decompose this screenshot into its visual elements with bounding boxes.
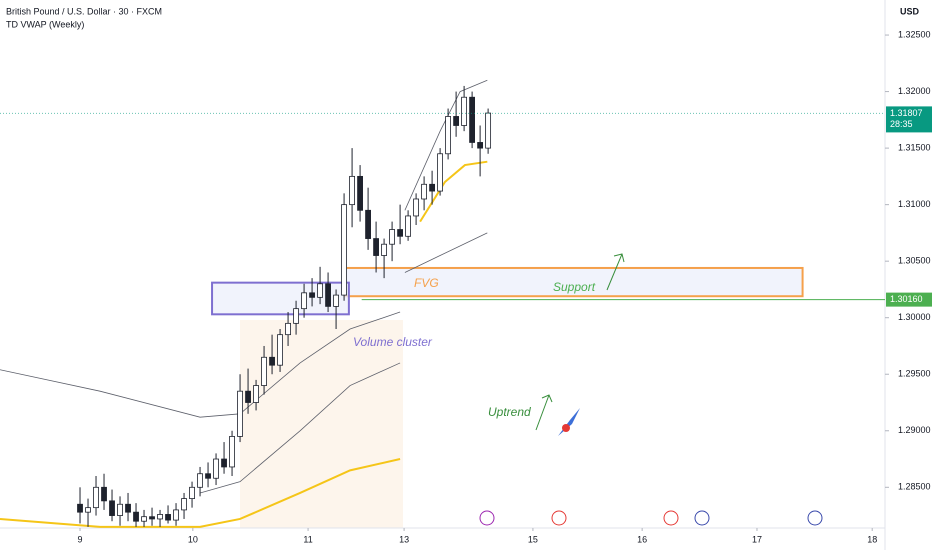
countdown-label: 28:35	[890, 119, 913, 129]
candle-body	[317, 283, 323, 298]
candle-body	[445, 116, 452, 155]
y-tick-label: 1.30500	[898, 256, 931, 266]
x-tick-label: 15	[528, 534, 538, 544]
candle-body	[253, 385, 259, 403]
candle-body	[197, 473, 203, 488]
x-tick-label: 16	[637, 534, 647, 544]
vwap-line	[404, 232, 488, 273]
y-tick-label: 1.32500	[898, 29, 931, 39]
candle-body	[165, 514, 171, 521]
candle-body	[301, 292, 307, 310]
candle-body	[77, 503, 83, 513]
candle-body	[189, 486, 195, 500]
candle-body	[213, 458, 219, 479]
x-tick-label: 18	[867, 534, 877, 544]
uptrend-annotation: Uptrend	[488, 405, 531, 419]
candle-body	[269, 356, 275, 366]
candle-body	[333, 294, 339, 307]
candle-body	[229, 436, 235, 468]
candle-body	[437, 153, 443, 192]
y-tick-label: 1.29000	[898, 425, 931, 435]
session-shade	[240, 320, 403, 528]
candle-body	[389, 229, 395, 245]
candle-body	[245, 390, 251, 403]
candle-body	[205, 473, 211, 479]
rocket-icon	[558, 408, 580, 436]
candle-body	[453, 116, 460, 126]
candle-body	[469, 96, 476, 143]
x-tick-label: 17	[752, 534, 762, 544]
candle-body	[357, 175, 363, 211]
vwap-line	[419, 160, 488, 223]
candle-body	[173, 509, 179, 521]
event-icons	[479, 510, 823, 526]
x-tick-label: 13	[399, 534, 409, 544]
y-tick-label: 1.29500	[898, 369, 931, 379]
candle-body	[133, 511, 139, 522]
support-price-tag	[886, 292, 932, 307]
candle-body	[365, 209, 371, 239]
x-tick-label: 9	[78, 534, 83, 544]
candle-body	[485, 112, 492, 149]
candle-body	[429, 183, 435, 192]
candle-body	[373, 238, 379, 256]
vwap-line	[404, 79, 488, 211]
candle-body	[349, 175, 355, 206]
indicator-label: TD VWAP (Weekly)	[6, 19, 84, 29]
y-tick-label: 1.30000	[898, 312, 931, 322]
zone	[343, 266, 804, 298]
candle-body	[109, 500, 115, 516]
candle-body	[157, 514, 163, 520]
arrow	[606, 253, 625, 291]
last-price-tag	[886, 106, 932, 133]
candle-body	[341, 204, 347, 296]
candle-body	[237, 390, 243, 437]
support-price-label: 1.30160	[890, 294, 923, 304]
candle-body	[125, 503, 131, 513]
candle-body	[221, 458, 227, 468]
y-tick-label: 1.31000	[898, 199, 931, 209]
candle-body	[149, 516, 155, 520]
candle-body	[381, 243, 387, 256]
candle-body	[117, 503, 123, 516]
currency-label: USD	[900, 6, 920, 16]
y-tick-label: 1.31500	[898, 142, 931, 152]
candle-body	[413, 198, 419, 217]
candle-body	[477, 142, 484, 149]
candle-body	[461, 96, 468, 126]
x-tick-label: 10	[188, 534, 198, 544]
candle-body	[397, 229, 403, 237]
chart-title: British Pound / U.S. Dollar · 30 · FXCM	[6, 6, 162, 16]
candle-body	[309, 292, 315, 298]
candle-body	[141, 516, 147, 522]
candle-body	[325, 283, 331, 307]
candle-body	[277, 334, 283, 366]
vwap-line	[0, 458, 401, 528]
x-tick-label: 11	[303, 534, 312, 544]
candle-body	[421, 183, 427, 200]
candle-body	[101, 486, 107, 502]
support-annotation: Support	[553, 280, 596, 294]
candle-body	[85, 507, 91, 513]
arrow	[535, 394, 553, 431]
candle-body	[285, 322, 291, 336]
candle-body	[181, 498, 187, 511]
candle-body	[293, 308, 299, 324]
candle-body	[405, 215, 411, 237]
candle-body	[93, 486, 99, 509]
fvg-annotation: FVG	[414, 276, 439, 290]
candle-body	[261, 356, 267, 386]
vwap-line	[199, 362, 401, 494]
y-tick-label: 1.28500	[898, 482, 931, 492]
y-tick-label: 1.32000	[898, 86, 931, 96]
last-price-label: 1.31807	[890, 108, 923, 118]
volume-annotation: Volume cluster	[353, 335, 433, 349]
x-axis-bg	[0, 528, 932, 550]
